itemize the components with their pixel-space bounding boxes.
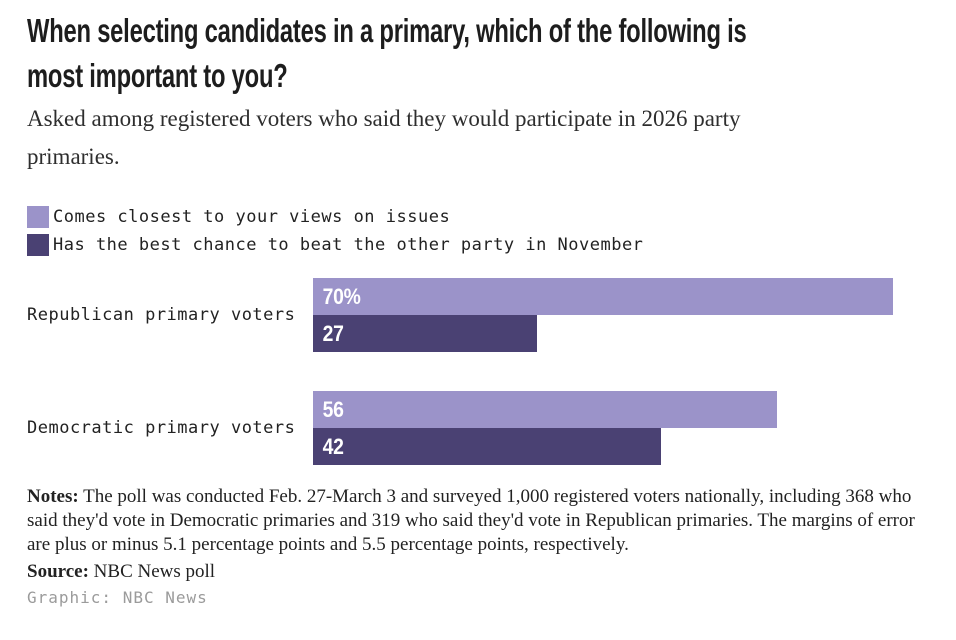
legend-item-november: Has the best chance to beat the other pa… <box>27 234 929 256</box>
notes-body: The poll was conducted Feb. 27-March 3 a… <box>27 486 915 555</box>
bar-democratic-issues: 56 <box>313 391 777 428</box>
chart-title-line-1: When selecting candidates in a primary, … <box>27 12 747 49</box>
chart-subtitle-line-2: primaries. <box>27 144 120 169</box>
bar-value-label: 70% <box>322 283 361 309</box>
bar-value-label: 56 <box>322 396 344 422</box>
chart-subtitle: Asked among registered voters who said t… <box>27 100 929 176</box>
chart-title: When selecting candidates in a primary, … <box>27 8 929 98</box>
credit-line: Graphic: NBC News <box>27 588 208 607</box>
bar-stack-republican: 70% 27 <box>313 278 929 352</box>
legend-label-november: Has the best chance to beat the other pa… <box>53 235 644 255</box>
source-body: NBC News poll <box>88 561 216 582</box>
bar-republican-november: 27 <box>313 315 537 352</box>
legend-swatch-issues <box>27 206 49 228</box>
legend-label-issues: Comes closest to your views on issues <box>53 207 451 227</box>
bar-value-label: 42 <box>322 433 344 459</box>
notes-text: Notes: The poll was conducted Feb. 27-Ma… <box>27 485 929 557</box>
bar-value-label: 27 <box>322 320 344 346</box>
source-line: Source: NBC News poll <box>27 559 929 584</box>
legend: Comes closest to your views on issues Ha… <box>27 206 929 256</box>
bar-democratic-november: 42 <box>313 428 661 465</box>
chart-title-line-2: most important to you? <box>27 57 288 94</box>
chart-group-republican: Republican primary voters 70% 27 <box>27 278 929 352</box>
poll-chart-page: When selecting candidates in a primary, … <box>27 8 929 607</box>
chart-subtitle-line-1: Asked among registered voters who said t… <box>27 106 741 131</box>
notes-label: Notes: <box>27 486 79 507</box>
legend-swatch-november <box>27 234 49 256</box>
bar-republican-issues: 70% <box>313 278 893 315</box>
chart-group-democratic: Democratic primary voters 56 42 <box>27 391 929 465</box>
bar-chart: Republican primary voters 70% 27 Democra… <box>27 278 929 465</box>
bar-stack-democratic: 56 42 <box>313 391 929 465</box>
source-label: Source: <box>27 561 89 582</box>
category-label-republican: Republican primary voters <box>27 305 296 325</box>
category-label-democratic: Democratic primary voters <box>27 418 296 438</box>
legend-item-issues: Comes closest to your views on issues <box>27 206 929 228</box>
